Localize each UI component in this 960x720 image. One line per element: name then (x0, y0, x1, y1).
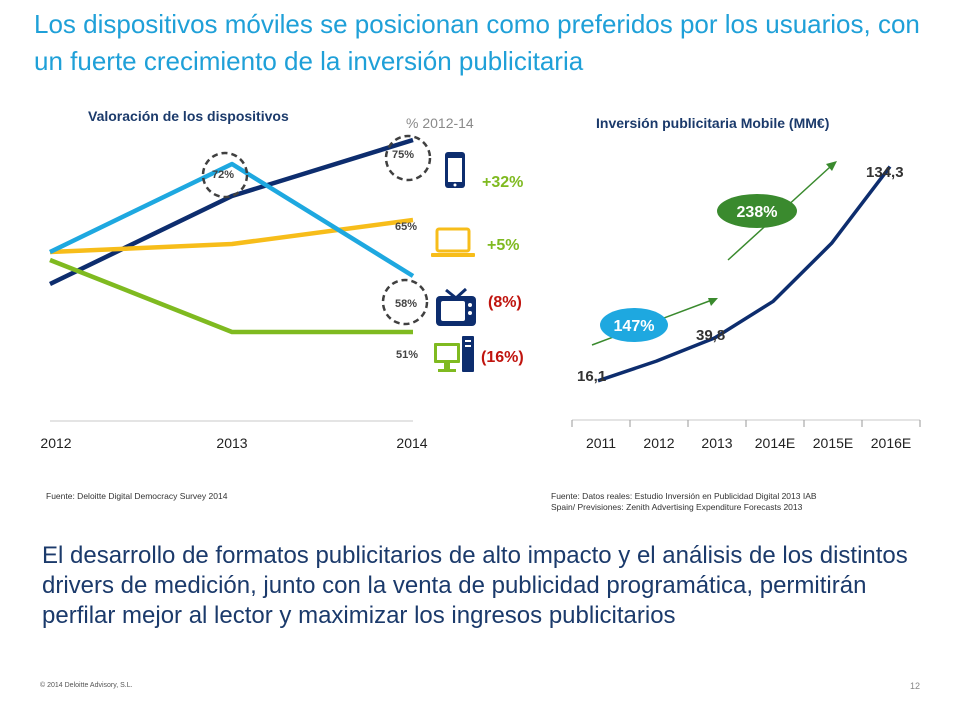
callout-label-58: 58% (395, 298, 417, 310)
data-label-16-1: 16,1 (577, 368, 606, 385)
smartphone-icon (445, 152, 465, 188)
left-chart-source: Fuente: Deloitte Digital Democracy Surve… (46, 491, 228, 501)
source-line: Fuente: Datos reales: Estudio Inversión … (551, 491, 817, 501)
conclusion-text: El desarrollo de formatos publicitarios … (42, 542, 908, 629)
tv-icon (436, 287, 476, 326)
growth-label-147: 147% (614, 318, 655, 335)
x-tick-label: 2014E (755, 435, 795, 451)
x-tick-label: 2014 (396, 435, 427, 451)
source-line: Spain/ Previsiones: Zenith Advertising E… (551, 502, 803, 512)
laptop-icon (431, 227, 475, 257)
right-chart-source: Fuente: Datos reales: Estudio Inversión … (551, 491, 931, 513)
growth-bubble-147 (600, 308, 668, 342)
change-desktop: (16%) (481, 349, 524, 366)
x-tick-label: 2013 (701, 435, 732, 451)
callout-label-75: 75% (392, 149, 414, 161)
x-tick-label: 2015E (813, 435, 853, 451)
series-line-tv (49, 161, 415, 278)
left-chart-title: Valoración de los dispositivos (88, 108, 289, 124)
callout-circle-72 (201, 151, 249, 199)
callout-circle-58 (381, 278, 429, 326)
data-label-39-8: 39,8 (696, 327, 725, 344)
change-laptop: +5% (487, 237, 519, 254)
growth-bubble-238 (717, 194, 797, 228)
series-line-laptop (49, 217, 414, 255)
right-chart-title: Inversión publicitaria Mobile (MM€) (596, 115, 830, 131)
callout-label-51: 51% (396, 349, 418, 361)
x-tick-label: 2011 (586, 435, 616, 451)
slide-title: Los dispositivos móviles se posicionan c… (34, 9, 920, 76)
series-line-mobile-investment (597, 165, 892, 383)
callout-circle-75 (384, 134, 432, 182)
page-number: 12 (910, 681, 921, 691)
desktop-icon (434, 336, 474, 372)
x-tick-label: 2012 (643, 435, 674, 451)
x-tick-label: 2016E (871, 435, 911, 451)
x-tick-label: 2013 (216, 435, 247, 451)
series-line-desktop (49, 257, 413, 335)
x-tick-label: 2012 (40, 435, 71, 451)
series-line-smartphone (49, 137, 414, 287)
change-tv: (8%) (488, 294, 522, 311)
growth-label-238: 238% (737, 204, 778, 221)
device-rating-chart: 2012 2013 2014 72% 75% 65% 58% 51% +32% +5… (40, 134, 921, 451)
callout-label-65: 65% (395, 221, 417, 233)
callout-label-72: 72% (212, 169, 234, 181)
copyright: © 2014 Deloitte Advisory, S.L. (40, 682, 133, 689)
change-header: % 2012-14 (406, 115, 474, 131)
change-smartphone: +32% (482, 174, 523, 191)
data-label-134-3: 134,3 (866, 164, 904, 181)
